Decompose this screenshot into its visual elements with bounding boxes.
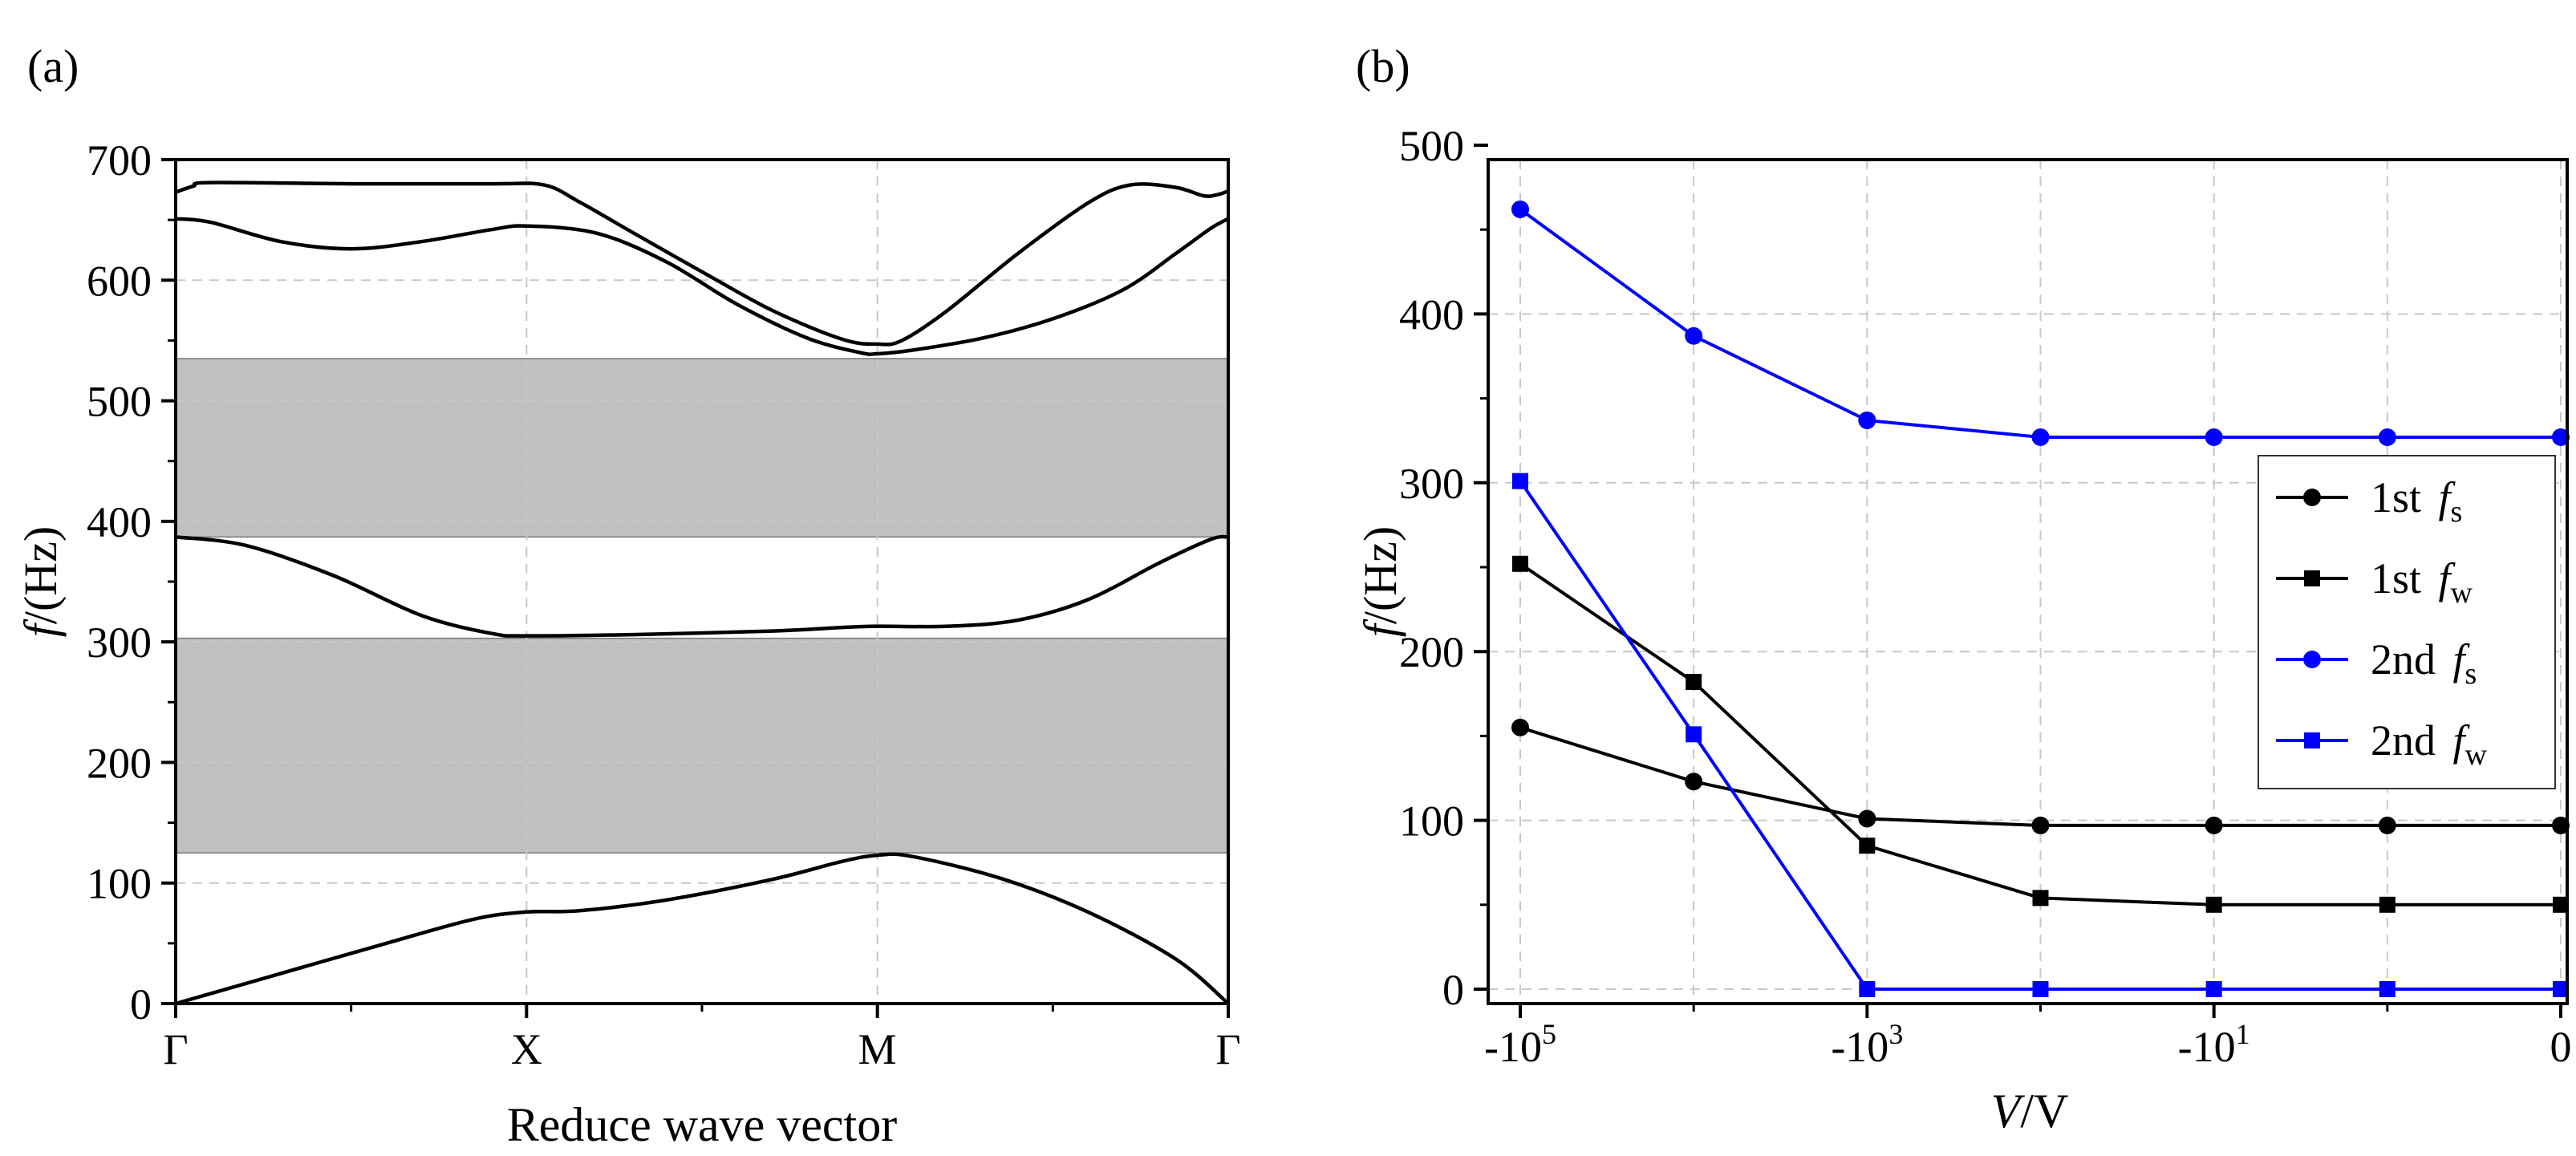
data-point xyxy=(2032,890,2049,907)
series-1st-f-w xyxy=(1512,555,2569,913)
x-tick-label: -101 xyxy=(2178,1018,2250,1071)
data-point xyxy=(2032,981,2049,997)
data-point xyxy=(2205,816,2223,834)
data-point xyxy=(1685,327,1703,345)
x-tick-label: M xyxy=(858,1025,897,1073)
panel-b-label: (b) xyxy=(1356,40,1410,92)
y-tick-label: 400 xyxy=(87,498,152,546)
panel-a-band-structure-chart: (a) 0 100 200 300 400 500 600 700 Γ X M Γ Reduce wa… xyxy=(14,40,1241,1151)
data-point xyxy=(2552,816,2570,834)
x-tick-label: Γ xyxy=(163,1025,188,1073)
series-2nd-f-s xyxy=(1511,200,2570,446)
dispersion-band-3 xyxy=(175,217,1230,356)
data-point xyxy=(1858,411,1876,429)
legend-label: 2nd fs xyxy=(2371,635,2477,691)
y-tick-label: 500 xyxy=(1399,122,1464,170)
data-point xyxy=(2205,981,2222,997)
panel-a-x-axis-title: Reduce wave vector xyxy=(507,1098,897,1151)
legend-marker xyxy=(2304,570,2320,586)
data-point xyxy=(1858,809,1876,828)
data-point xyxy=(2379,981,2395,997)
x-tick-label: 0 xyxy=(2550,1023,2572,1071)
data-point xyxy=(1686,674,1702,691)
legend-label: 1st fs xyxy=(2371,473,2462,529)
data-point xyxy=(1511,200,1529,218)
data-point xyxy=(2205,896,2222,913)
data-point xyxy=(1859,838,1876,854)
x-tick-label: Γ xyxy=(1215,1025,1240,1073)
legend-marker xyxy=(2304,732,2320,748)
y-tick-label: 500 xyxy=(87,378,152,426)
band-gap-1 xyxy=(175,637,1229,854)
y-tick-label: 0 xyxy=(130,980,152,1028)
y-tick-label: 300 xyxy=(87,619,152,667)
data-point xyxy=(2553,981,2569,997)
y-tick-label: 300 xyxy=(1399,460,1464,508)
data-point xyxy=(2205,428,2223,446)
data-point xyxy=(2031,816,2050,834)
data-point xyxy=(1686,726,1702,743)
x-tick-label: -105 xyxy=(1484,1018,1556,1071)
dispersion-band-4 xyxy=(175,180,1229,347)
data-point xyxy=(2031,428,2050,446)
data-point xyxy=(1859,981,1876,997)
panel-b-frequency-vs-voltage-chart: (b) 0 100 200 300 400 500 -105 -103 -101 0 V/V f/… xyxy=(1354,40,2572,1138)
panel-a-y-axis-title: f/(Hz) xyxy=(14,526,67,638)
data-point xyxy=(1511,718,1529,736)
panel-b-x-axis-title: V/V xyxy=(1991,1085,2069,1138)
panel-a-plot-frame xyxy=(174,158,1230,1005)
x-tick-label: X xyxy=(511,1025,542,1073)
y-tick-label: 600 xyxy=(87,257,152,305)
legend-entry: 2nd fw xyxy=(2276,716,2488,772)
x-tick-label: -103 xyxy=(1831,1018,1903,1071)
legend-marker xyxy=(2303,651,2321,668)
data-point xyxy=(2379,896,2395,913)
y-tick-label: 400 xyxy=(1399,290,1464,339)
series-2nd-f-w xyxy=(1512,473,2569,997)
band-gap-2 xyxy=(175,358,1229,538)
data-point xyxy=(2552,428,2570,446)
legend-entry: 2nd fs xyxy=(2276,635,2477,691)
y-tick-label: 100 xyxy=(1399,797,1464,846)
y-tick-label: 700 xyxy=(87,136,152,185)
y-tick-label: 200 xyxy=(1399,628,1464,676)
dispersion-band-2 xyxy=(175,534,1229,638)
panel-b-y-axis-title: f/(Hz) xyxy=(1354,526,1406,638)
data-point xyxy=(1685,773,1703,791)
y-tick-label: 0 xyxy=(1442,966,1464,1014)
data-point xyxy=(1512,555,1528,572)
legend-label: 2nd fw xyxy=(2371,716,2488,772)
data-point xyxy=(2378,816,2396,834)
y-tick-label: 100 xyxy=(87,860,152,908)
panel-b-plot-frame xyxy=(1487,158,2569,1005)
dispersion-band-1 xyxy=(175,852,1230,1006)
y-tick-label: 200 xyxy=(87,739,152,787)
panel-a-label: (a) xyxy=(27,40,79,92)
data-point xyxy=(2378,428,2396,446)
data-point xyxy=(1512,473,1528,489)
legend-marker xyxy=(2303,489,2321,506)
series-1st-f-s xyxy=(1511,718,2570,834)
data-point xyxy=(2553,896,2569,913)
